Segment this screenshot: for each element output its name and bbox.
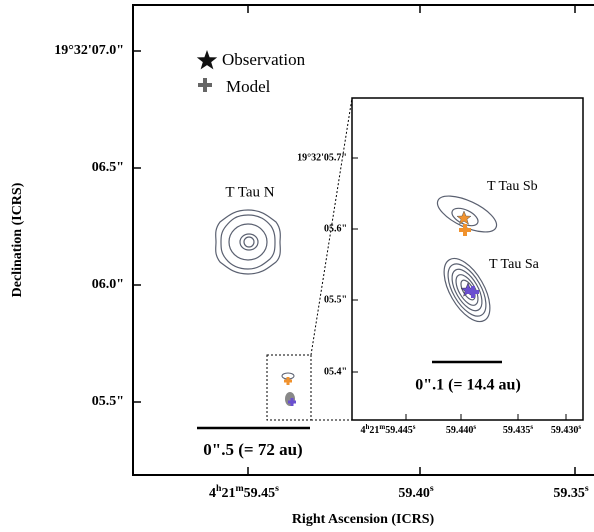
- x-tick-label: 59.430s: [551, 423, 582, 437]
- x-tick-label: 4h21m59.445s: [361, 423, 416, 437]
- legend-label: Observation: [222, 50, 306, 69]
- tick-part: 59.45: [244, 486, 276, 501]
- source-label: T Tau N: [225, 184, 274, 200]
- figure: Right Ascension (ICRS) Declination (ICRS…: [0, 0, 594, 532]
- tick-part: 59.440: [446, 425, 474, 436]
- y-tick-label: 19°32'05.7": [297, 152, 347, 163]
- tick-part: 21: [221, 486, 235, 501]
- tick-part: s: [275, 483, 279, 494]
- y-tick-label: 06.5": [92, 160, 124, 175]
- inset-scale-label: 0".1 (= 14.4 au): [415, 377, 521, 394]
- inset-label: T Tau Sb: [487, 179, 538, 194]
- y-tick-label: 06.0": [92, 277, 124, 292]
- tick-part: s: [413, 423, 416, 431]
- x-tick-label: 59.40s: [398, 483, 434, 501]
- y-tick-label: 05.4": [324, 366, 347, 377]
- x-tick-label: 59.440s: [446, 423, 477, 437]
- x-tick-label: 59.435s: [503, 423, 534, 437]
- y-tick-label: 05.5": [324, 294, 347, 305]
- tick-part: 59.435: [503, 425, 531, 436]
- y-tick-label: 05.6": [324, 223, 347, 234]
- inset-frame: [352, 98, 583, 420]
- tick-part: s: [585, 483, 589, 494]
- tick-part: s: [473, 423, 476, 431]
- page: Right Ascension (ICRS) Declination (ICRS…: [0, 0, 594, 532]
- x-axis-label: Right Ascension (ICRS): [292, 512, 435, 527]
- legend-label: Model: [226, 77, 271, 96]
- x-tick-label: 4h21m59.45s: [209, 483, 279, 501]
- tick-part: s: [578, 423, 581, 431]
- x-tick-label: 59.35s: [553, 483, 589, 501]
- tick-part: s: [530, 423, 533, 431]
- tick-part: 59.40: [398, 486, 430, 501]
- inset-label: T Tau Sa: [489, 257, 540, 272]
- tick-part: s: [430, 483, 434, 494]
- tick-part: 21: [369, 425, 379, 436]
- contours-n: [216, 210, 281, 274]
- tick-part: 59.445: [385, 425, 413, 436]
- tick-part: 4: [209, 486, 216, 501]
- scale-label: 0".5 (= 72 au): [203, 440, 302, 459]
- y-tick-label: 19°32'07.0": [54, 43, 124, 58]
- legend-plus: [198, 78, 212, 92]
- model-sb: [284, 377, 292, 385]
- zoom-box: [267, 355, 311, 420]
- legend-star: [197, 50, 217, 69]
- tick-part: 59.35: [553, 486, 585, 501]
- y-axis-label: Declination (ICRS): [10, 182, 25, 297]
- tick-part: 59.430: [551, 425, 579, 436]
- tick-part: m: [235, 483, 243, 494]
- y-tick-label: 05.5": [92, 394, 124, 409]
